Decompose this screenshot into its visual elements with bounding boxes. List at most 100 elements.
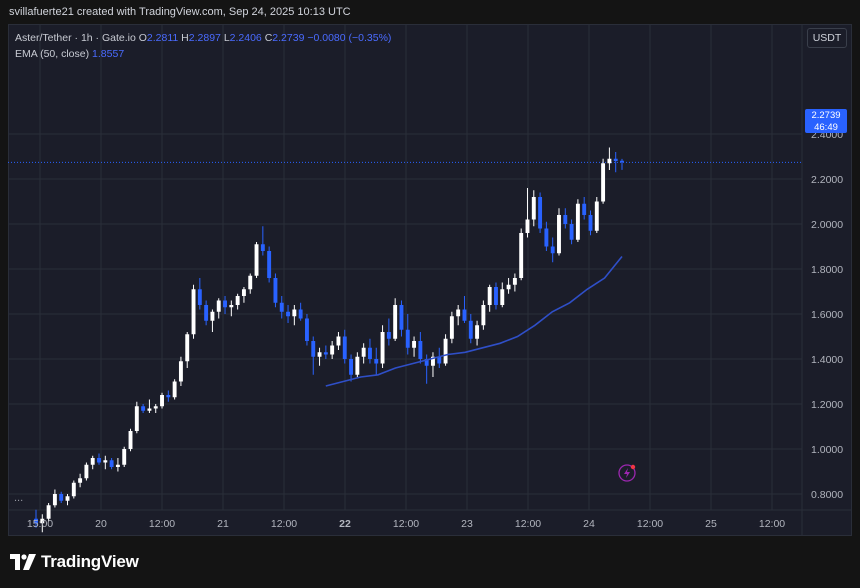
candle-body <box>279 302 284 312</box>
candle <box>40 514 45 533</box>
candle-body <box>342 336 347 359</box>
candle-body <box>386 332 391 339</box>
candle <box>46 503 51 521</box>
ohlc-row: Aster/Tether · 1h · Gate.io O2.2811 H2.2… <box>15 30 391 46</box>
candle <box>147 399 152 413</box>
time-tick-label: 21 <box>217 518 229 530</box>
candle-body <box>531 197 536 220</box>
candle-body <box>216 300 221 312</box>
candle <box>298 302 303 321</box>
candle-body <box>248 275 253 290</box>
ema-label[interactable]: EMA (50, close) <box>15 48 90 60</box>
candle-body <box>494 287 498 305</box>
candle <box>506 278 511 294</box>
close-label: C <box>264 32 273 44</box>
candle-body <box>368 347 372 359</box>
time-tick-label: 12:00 <box>759 518 785 530</box>
candle-body <box>197 289 202 305</box>
candle <box>204 300 209 326</box>
candle <box>115 458 120 472</box>
candle-body <box>449 316 454 339</box>
price-tick-label: 0.8000 <box>811 489 843 501</box>
candle-body <box>71 482 76 497</box>
candle-body <box>569 224 574 240</box>
tradingview-mark-icon <box>10 554 36 570</box>
time-tick-label: 25 <box>705 518 717 530</box>
candle-body <box>109 460 114 467</box>
candle <box>468 314 473 344</box>
candle <box>241 287 246 303</box>
low-label: L <box>223 32 230 44</box>
candle <box>380 325 385 368</box>
candle <box>65 494 70 506</box>
candle <box>531 190 536 227</box>
candle-body <box>254 244 259 276</box>
candle <box>342 329 347 364</box>
candle-body <box>512 278 517 285</box>
candle <box>418 332 423 364</box>
time-tick-label: 12:00 <box>149 518 175 530</box>
candle <box>103 455 108 470</box>
time-tick-label: 22 <box>339 518 351 530</box>
candle <box>525 188 530 238</box>
time-tick-label: 12:00 <box>515 518 541 530</box>
candle-body <box>304 318 309 341</box>
candle <box>122 446 127 467</box>
candle-body <box>241 289 246 296</box>
candle <box>437 347 442 368</box>
ema-value: 1.8557 <box>92 48 125 60</box>
candle-body <box>557 215 561 254</box>
candle-body <box>323 352 328 355</box>
price-axis[interactable]: 2.40002.20002.00001.80001.60001.40001.20… <box>811 129 843 501</box>
candle <box>166 390 171 402</box>
candle <box>229 300 234 317</box>
time-tick-label: 12:00 <box>271 518 297 530</box>
candle-body <box>298 309 303 319</box>
bar-countdown: 46:49 <box>814 121 838 133</box>
attribution-bar: svillafuerte21 created with TradingView.… <box>0 0 860 24</box>
candle <box>248 273 253 294</box>
last-price-tag: 2.2739 46:49 <box>805 109 847 133</box>
candlestick-chart[interactable]: 2.40002.20002.00001.80001.60001.40001.20… <box>8 24 852 536</box>
more-options-icon[interactable]: ... <box>14 492 24 504</box>
candle-body <box>349 359 354 375</box>
high-label: H <box>181 32 189 44</box>
candle-body <box>544 228 549 247</box>
candle <box>588 210 593 236</box>
candle <box>160 392 164 409</box>
candle-body <box>153 406 158 409</box>
candle-body <box>172 381 177 398</box>
lightning-icon[interactable] <box>617 463 637 483</box>
symbol-label[interactable]: Aster/Tether · 1h · Gate.io <box>15 32 136 44</box>
candle-body <box>468 320 473 339</box>
candle <box>59 491 64 503</box>
candle-body <box>456 309 461 317</box>
time-axis[interactable]: 15:00 20 12:00 21 12:00 22 12:00 23 12:00 24 12:00… <box>27 518 785 530</box>
tradingview-logo[interactable]: TradingView <box>10 552 139 572</box>
candle <box>128 428 133 452</box>
candle <box>550 237 555 263</box>
ema-line <box>325 255 623 387</box>
candle-body <box>607 158 612 164</box>
candle <box>449 311 454 344</box>
currency-unit-button[interactable]: USDT <box>807 28 847 48</box>
candle <box>386 318 391 346</box>
candle-body <box>582 203 587 215</box>
candle-body <box>475 325 480 339</box>
candle <box>456 305 461 326</box>
candle <box>538 192 543 233</box>
candle-body <box>613 158 618 161</box>
chart-legend: Aster/Tether · 1h · Gate.io O2.2811 H2.2… <box>15 30 391 62</box>
candle <box>52 489 57 508</box>
candle <box>185 332 190 368</box>
price-tick-label: 2.2000 <box>811 174 843 186</box>
time-tick-label: 23 <box>461 518 473 530</box>
price-tick-label: 1.4000 <box>811 354 843 366</box>
candle <box>311 336 316 375</box>
candle-body <box>286 311 290 317</box>
candle-body <box>393 305 398 339</box>
candle <box>90 455 95 470</box>
candle-body <box>620 160 624 163</box>
candle-body <box>223 300 227 308</box>
candle <box>34 509 38 528</box>
